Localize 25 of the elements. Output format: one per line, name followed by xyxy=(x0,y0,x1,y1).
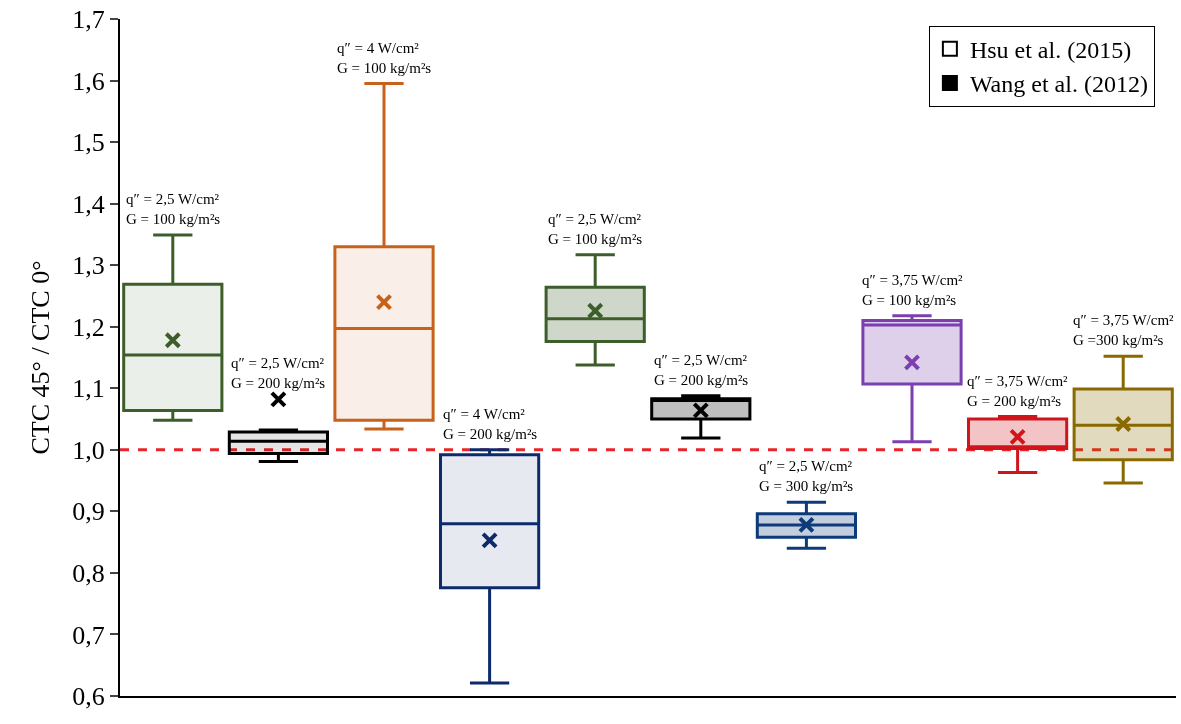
y-tick-label: 1,5 xyxy=(72,128,105,158)
y-tick-label: 1,0 xyxy=(72,435,105,465)
annotation: q″ = 2,5 W/cm² G = 200 kg/m²s xyxy=(231,355,326,391)
y-tick-label: 0,8 xyxy=(72,559,105,589)
annotation: q″ = 2,5 W/cm² G = 300 kg/m²s xyxy=(759,458,854,494)
legend-label: Wang et al. (2012) xyxy=(969,71,1148,98)
y-tick-label: 0,7 xyxy=(72,620,105,650)
y-tick-label: 1,4 xyxy=(72,189,105,219)
annotation: q″ = 2,5 W/cm² G = 100 kg/m²s xyxy=(126,191,221,227)
y-tick-label: 1,6 xyxy=(72,66,105,96)
annotation: q″ = 2,5 W/cm² G = 200 kg/m²s xyxy=(654,352,749,388)
legend-label: Hsu et al. (2015) xyxy=(969,37,1132,64)
annotation: q″ = 2,5 W/cm² G = 100 kg/m²s xyxy=(548,211,643,247)
y-tick-label: 0,9 xyxy=(72,497,105,527)
annotation: q″ = 3,75 W/cm² G =300 kg/m²s xyxy=(1073,312,1175,348)
y-tick-label: 1,7 xyxy=(72,5,105,35)
y-tick-label: 1,1 xyxy=(72,374,105,404)
annotation: q″ = 4 W/cm² G = 200 kg/m²s xyxy=(443,406,538,442)
annotation: q″ = 3,75 W/cm² G = 100 kg/m²s xyxy=(862,272,964,308)
y-tick-label: 0,6 xyxy=(72,682,105,712)
annotation: q″ = 4 W/cm² G = 100 kg/m²s xyxy=(337,40,432,76)
y-tick-label: 1,2 xyxy=(72,312,105,342)
y-tick-label: 1,3 xyxy=(72,251,105,281)
y-axis-title: CTC 45° / CTC 0° xyxy=(26,260,56,455)
annotation: q″ = 3,75 W/cm² G = 200 kg/m²s xyxy=(967,373,1069,409)
